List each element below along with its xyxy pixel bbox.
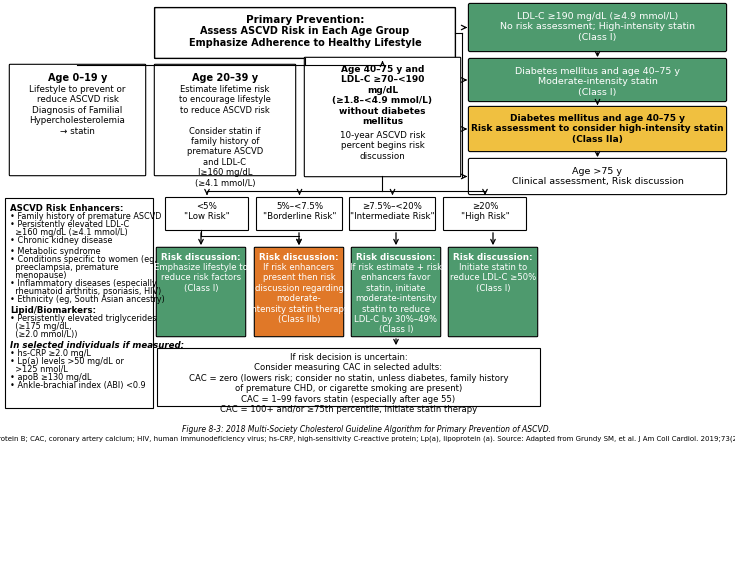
Text: 5%–<7.5%
"Borderline Risk": 5%–<7.5% "Borderline Risk" [262, 202, 336, 222]
Text: • apoB ≥130 mg/dL: • apoB ≥130 mg/dL [10, 373, 91, 382]
Text: 10-year ASCVD risk
percent begins risk
discussion: 10-year ASCVD risk percent begins risk d… [340, 131, 425, 161]
Text: • Chronic kidney disease: • Chronic kidney disease [10, 236, 112, 245]
Text: Emphasize lifestyle to
reduce risk factors
(Class I): Emphasize lifestyle to reduce risk facto… [154, 263, 248, 293]
Text: (≥175 mg/dL,: (≥175 mg/dL, [10, 322, 71, 331]
Text: In selected individuals if measured:: In selected individuals if measured: [10, 341, 184, 350]
Text: • hs-CRP ≥2.0 mg/L: • hs-CRP ≥2.0 mg/L [10, 349, 91, 358]
Text: ≥160 mg/dL (≥4.1 mmol/L): ≥160 mg/dL (≥4.1 mmol/L) [10, 228, 128, 237]
Text: Lifestyle to prevent or
reduce ASCVD risk
Diagnosis of Familial
Hypercholesterol: Lifestyle to prevent or reduce ASCVD ris… [29, 85, 126, 136]
Text: • Conditions specific to women (eg,: • Conditions specific to women (eg, [10, 255, 157, 264]
FancyBboxPatch shape [448, 247, 538, 337]
FancyBboxPatch shape [257, 197, 343, 231]
Text: • Lp(a) levels >50 mg/dL or: • Lp(a) levels >50 mg/dL or [10, 357, 124, 366]
Text: Diabetes mellitus and age 40–75 y
Moderate-intensity statin
(Class I): Diabetes mellitus and age 40–75 y Modera… [515, 67, 680, 97]
Text: Risk discussion:: Risk discussion: [453, 253, 533, 262]
Text: menopause): menopause) [10, 271, 66, 280]
Text: Risk discussion:: Risk discussion: [259, 253, 339, 262]
Text: >125 nmol/L: >125 nmol/L [10, 365, 68, 374]
Text: If risk enhancers
present then risk
discussion regarding
moderate-
intensity sta: If risk enhancers present then risk disc… [249, 263, 349, 324]
FancyBboxPatch shape [304, 57, 461, 177]
FancyBboxPatch shape [468, 3, 727, 52]
Text: If risk estimate + risk
enhancers favor
statin, initiate
moderate-intensity
stat: If risk estimate + risk enhancers favor … [350, 263, 442, 334]
Text: LDL-C ≥190 mg/dL (≥4.9 mmol/L)
No risk assessment; High-intensity statin
(Class : LDL-C ≥190 mg/dL (≥4.9 mmol/L) No risk a… [500, 12, 695, 42]
Text: Estimate lifetime risk
to encourage lifestyle
to reduce ASCVD risk

Consider sta: Estimate lifetime risk to encourage life… [179, 85, 271, 187]
Text: • Metabolic syndrome: • Metabolic syndrome [10, 247, 101, 256]
Text: preeclampsia, premature: preeclampsia, premature [10, 263, 118, 272]
Text: (≥2.0 mmol/L)): (≥2.0 mmol/L)) [10, 330, 77, 339]
Text: • Ankle-brachial index (ABI) <0.9: • Ankle-brachial index (ABI) <0.9 [10, 381, 146, 390]
FancyBboxPatch shape [5, 198, 153, 408]
FancyBboxPatch shape [350, 197, 436, 231]
FancyBboxPatch shape [443, 197, 526, 231]
Text: If risk decision is uncertain:
Consider measuring CAC in selected adults:
CAC = : If risk decision is uncertain: Consider … [189, 353, 508, 414]
Text: • Persistently elevated triglycerides: • Persistently elevated triglycerides [10, 314, 157, 323]
FancyBboxPatch shape [154, 8, 456, 58]
Text: Initiate statin to
reduce LDL-C ≥50%
(Class I): Initiate statin to reduce LDL-C ≥50% (Cl… [450, 263, 536, 293]
FancyBboxPatch shape [154, 65, 295, 176]
Text: rheumatoid arthritis, psoriasis, HIV): rheumatoid arthritis, psoriasis, HIV) [10, 287, 161, 296]
Text: Risk discussion:: Risk discussion: [161, 253, 241, 262]
Text: Age 40–75 y and
LDL-C ≥70–<190
mg/dL
(≥1.8–<4.9 mmol/L)
without diabetes
mellitu: Age 40–75 y and LDL-C ≥70–<190 mg/dL (≥1… [332, 65, 432, 126]
Text: Figure 8-3: 2018 Multi-Society Cholesterol Guideline Algorithm for Primary Preve: Figure 8-3: 2018 Multi-Society Cholester… [182, 425, 551, 434]
Text: Age 0–19 y: Age 0–19 y [48, 73, 107, 83]
Text: • Family history of premature ASCVD: • Family history of premature ASCVD [10, 212, 162, 221]
FancyBboxPatch shape [468, 58, 727, 102]
FancyBboxPatch shape [351, 247, 441, 337]
Text: ≥7.5%–<20%
"Intermediate Risk": ≥7.5%–<20% "Intermediate Risk" [350, 202, 435, 222]
Text: Diabetes mellitus and age 40–75 y
Risk assessment to consider high-intensity sta: Diabetes mellitus and age 40–75 y Risk a… [471, 114, 724, 144]
Text: • Persistently elevated LDL-C: • Persistently elevated LDL-C [10, 220, 129, 229]
Text: Risk discussion:: Risk discussion: [356, 253, 436, 262]
FancyBboxPatch shape [10, 65, 146, 176]
FancyBboxPatch shape [157, 348, 540, 406]
Text: apoB, apolipoprotein B; CAC, coronary artery calcium; HIV, human immunodeficienc: apoB, apolipoprotein B; CAC, coronary ar… [0, 436, 735, 443]
FancyBboxPatch shape [468, 158, 727, 195]
FancyBboxPatch shape [468, 107, 727, 151]
Text: ≥20%
"High Risk": ≥20% "High Risk" [461, 202, 509, 222]
Text: Primary Prevention:: Primary Prevention: [245, 15, 364, 25]
FancyBboxPatch shape [157, 247, 245, 337]
FancyBboxPatch shape [165, 197, 248, 231]
Text: Age >75 y
Clinical assessment, Risk discussion: Age >75 y Clinical assessment, Risk disc… [512, 167, 684, 186]
Text: Assess ASCVD Risk in Each Age Group
Emphasize Adherence to Healthy Lifestyle: Assess ASCVD Risk in Each Age Group Emph… [189, 26, 421, 48]
Text: ASCVD Risk Enhancers:: ASCVD Risk Enhancers: [10, 204, 123, 213]
Text: • Ethnicity (eg, South Asian ancestry): • Ethnicity (eg, South Asian ancestry) [10, 295, 165, 304]
Text: Age 20–39 y: Age 20–39 y [192, 73, 258, 83]
FancyBboxPatch shape [254, 247, 344, 337]
Text: Lipid/Biomarkers:: Lipid/Biomarkers: [10, 306, 96, 315]
Text: <5%
"Low Risk": <5% "Low Risk" [184, 202, 230, 222]
Text: • Inflammatory diseases (especially: • Inflammatory diseases (especially [10, 279, 157, 288]
